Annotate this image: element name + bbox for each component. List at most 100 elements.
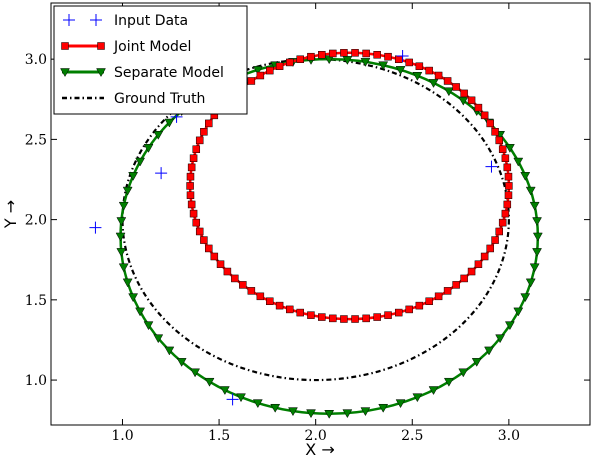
separate-model-marker	[219, 386, 230, 396]
x-tick-label: 3.0	[498, 428, 520, 444]
tick-layer: 1.0 1.5 2.0 2.5 3.0 1.0 1.5 2.0 2.5 3.0	[25, 3, 590, 444]
separate-model-marker	[135, 307, 146, 317]
separate-model-marker	[360, 58, 371, 67]
data-point	[155, 167, 168, 180]
separate-model-marker	[204, 377, 215, 387]
joint-model-marker	[405, 305, 413, 314]
joint-model-marker	[275, 62, 284, 70]
legend-label: Ground Truth	[114, 91, 205, 107]
legend: Input Data Joint Model Separate Model Groun…	[53, 5, 248, 115]
plot-frame	[50, 2, 591, 426]
joint-model-marker	[362, 49, 370, 58]
joint-model-marker	[351, 315, 359, 323]
joint-model-marker	[474, 260, 483, 268]
joint-model-marker	[460, 274, 468, 283]
x-tick-label: 2.5	[401, 428, 423, 444]
separate-model-marker	[153, 334, 164, 344]
separate-model-marker	[360, 407, 371, 417]
data-point	[226, 393, 239, 406]
joint-model-marker	[491, 128, 499, 136]
separate-model-marker	[270, 403, 281, 413]
joint-model-marker	[373, 313, 381, 321]
joint-model-marker	[187, 200, 196, 209]
joint-model-marker	[266, 297, 274, 306]
joint-model-marker	[329, 314, 337, 323]
separate-model-marker	[116, 217, 127, 227]
joint-model-marker	[405, 58, 413, 67]
legend-entry-input-data: Input Data	[63, 13, 188, 29]
separate-model-marker	[513, 307, 524, 317]
joint-model-marker	[498, 218, 507, 227]
joint-model-marker	[189, 209, 198, 218]
joint-model-marker	[195, 227, 204, 236]
joint-model-marker	[192, 218, 201, 227]
separate-model-marker	[378, 403, 389, 413]
joint-model-marker	[501, 209, 510, 218]
joint-model-marker	[425, 297, 433, 306]
separate-model-marker	[236, 393, 246, 403]
joint-model-marker	[394, 55, 403, 64]
legend-label: Joint Model	[113, 39, 191, 55]
joint-model-marker	[186, 172, 195, 181]
separate-model-marker	[116, 248, 127, 257]
data-point	[89, 221, 102, 234]
joint-model-marker	[318, 313, 326, 321]
separate-model-marker	[143, 144, 154, 153]
joint-model-marker	[434, 71, 443, 80]
joint-model-marker	[223, 267, 232, 276]
joint-model-marker	[200, 236, 208, 244]
joint-model-marker	[340, 315, 348, 323]
ground-truth-series	[121, 58, 510, 382]
separate-model-marker	[118, 201, 129, 211]
joint-model-marker	[373, 51, 381, 59]
legend-box	[53, 5, 248, 115]
separate-model-marker	[529, 201, 540, 211]
joint-model-marker	[286, 58, 294, 67]
joint-model-marker	[186, 191, 195, 199]
joint-model-marker	[256, 292, 265, 301]
joint-model-marker	[187, 163, 196, 172]
legend-marker	[90, 14, 102, 26]
separate-model-marker	[153, 131, 164, 140]
separate-model-marker	[378, 61, 389, 71]
data-point	[396, 49, 409, 62]
separate-model-marker	[252, 399, 263, 409]
legend-label: Input Data	[114, 13, 188, 29]
separate-model-marker	[532, 232, 543, 242]
separate-model-marker	[428, 79, 439, 88]
joint-model-marker	[498, 145, 507, 153]
joint-model-marker	[307, 311, 315, 319]
joint-model-marker	[384, 52, 392, 61]
joint-model-marker	[307, 52, 315, 61]
joint-model-marker	[495, 227, 503, 236]
joint-model-marker	[480, 111, 489, 120]
joint-model-marker	[503, 200, 512, 209]
joint-model-marker	[186, 182, 194, 190]
y-tick-label: 1.0	[25, 373, 47, 389]
separate-model-marker	[164, 346, 175, 356]
y-tick-label: 3.0	[25, 52, 47, 68]
legend-marker	[61, 42, 69, 50]
y-axis-label: Y →	[1, 200, 20, 229]
separate-model-marker	[520, 293, 531, 303]
separate-model-marker	[443, 87, 454, 97]
joint-model-marker	[504, 172, 513, 181]
joint-model-marker	[256, 71, 265, 80]
joint-model-marker	[247, 287, 256, 295]
joint-model-marker	[415, 62, 424, 70]
joint-model-marker	[216, 260, 225, 268]
joint-model-marker	[460, 89, 468, 98]
separate-model-marker	[395, 399, 406, 409]
joint-model-marker	[415, 301, 424, 310]
separate-model-marker	[532, 217, 542, 227]
separate-model-marker	[484, 346, 494, 356]
joint-model-marker	[210, 252, 219, 261]
joint-model-marker	[266, 66, 274, 75]
joint-model-marker	[452, 83, 460, 91]
joint-model-marker	[384, 311, 392, 319]
separate-model-marker	[495, 334, 506, 344]
separate-model-marker	[504, 321, 515, 331]
joint-model-marker	[192, 145, 201, 153]
separate-model-marker	[128, 172, 139, 181]
